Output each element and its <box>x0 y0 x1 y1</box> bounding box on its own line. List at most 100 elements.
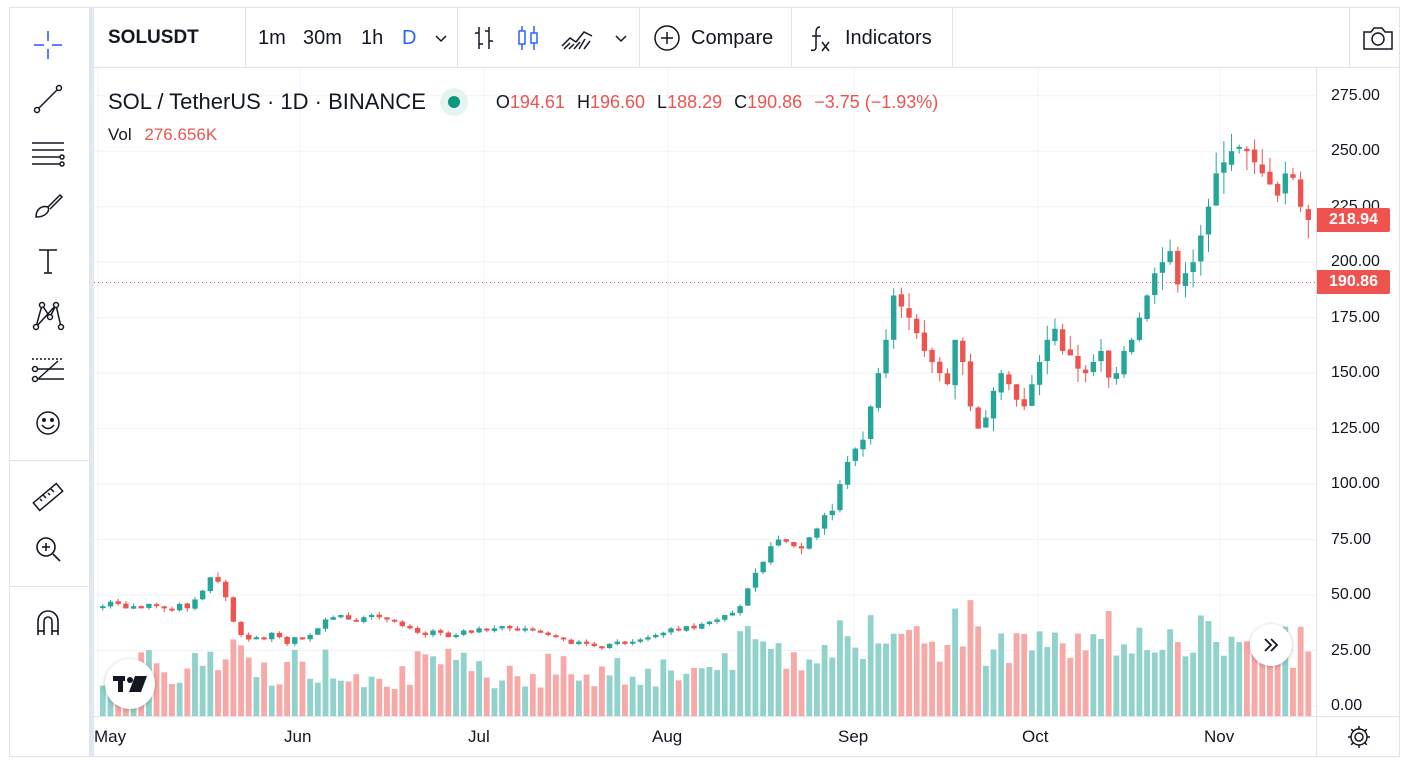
volume-bar <box>760 641 767 716</box>
candle-body <box>107 601 114 607</box>
candle-body <box>1021 399 1027 407</box>
volume-bar <box>215 670 221 716</box>
text-icon[interactable] <box>29 242 67 280</box>
candle-body <box>1159 262 1166 273</box>
trend-line-icon[interactable] <box>29 80 67 118</box>
candle-body <box>361 617 367 623</box>
price-tick-label: 275.00 <box>1331 86 1380 104</box>
candle-body <box>1244 148 1250 152</box>
candle-body <box>445 632 452 638</box>
bar-chart-type-icon[interactable] <box>470 18 498 58</box>
volume-bar <box>591 686 598 716</box>
volume-bar <box>1174 642 1181 716</box>
candle-body <box>975 407 981 429</box>
candle-body <box>676 628 682 631</box>
candle-body <box>399 621 405 627</box>
interval-1m[interactable]: 1m <box>258 26 286 49</box>
volume-bar <box>261 662 267 716</box>
brush-icon[interactable] <box>29 188 67 226</box>
candle-body <box>1121 350 1127 375</box>
candle-body <box>146 603 152 608</box>
volume-bar <box>353 674 360 716</box>
indicators-button[interactable]: Indicators <box>807 18 932 58</box>
volume-label: Vol <box>108 125 132 144</box>
candle-body <box>760 561 766 573</box>
candle-body <box>629 641 636 644</box>
chart-type-dropdown-chevron-icon[interactable] <box>612 18 630 58</box>
price-tick-label: 200.00 <box>1331 253 1380 271</box>
volume-bar <box>729 669 736 716</box>
snapshot-camera-icon[interactable] <box>1361 18 1395 58</box>
volume-bar <box>1113 655 1120 716</box>
volume-bar <box>752 639 759 716</box>
volume-bar <box>813 663 820 716</box>
candle-body <box>322 619 329 629</box>
candle-body <box>622 641 628 644</box>
candle-body <box>1175 250 1181 285</box>
tradingview-logo[interactable] <box>105 659 155 709</box>
chart-pane[interactable] <box>94 68 1316 716</box>
candle-body <box>115 601 121 604</box>
volume-bar <box>407 684 413 716</box>
volume-bar <box>230 639 237 716</box>
candle-body <box>683 626 690 631</box>
candle-body <box>476 628 482 633</box>
magnet-icon[interactable] <box>29 604 67 642</box>
volume-bar <box>1128 653 1135 716</box>
ruler-icon[interactable] <box>29 478 67 516</box>
interval-1h[interactable]: 1h <box>361 26 384 49</box>
volume-bar <box>775 643 782 716</box>
candle-body <box>1136 317 1143 340</box>
candle-body <box>292 637 298 644</box>
candle-body <box>207 577 214 592</box>
candle-body <box>1190 262 1196 272</box>
price-tick-label: 0.00 <box>1331 697 1363 714</box>
candle-body <box>860 439 866 450</box>
compare-button[interactable]: Compare <box>652 18 773 58</box>
symbol-title[interactable]: SOL / TetherUS · 1D · BINANCE <box>108 89 426 114</box>
chart-settings-gear-icon[interactable] <box>1316 716 1399 756</box>
candle-body <box>944 373 951 385</box>
zoom-in-icon[interactable] <box>29 530 67 568</box>
double-chevron-right-icon <box>1264 638 1279 652</box>
candle-body <box>1052 328 1058 342</box>
market-status-icon[interactable] <box>439 88 468 116</box>
last-price-tag: 190.86 <box>1317 270 1390 295</box>
volume-bar <box>307 678 314 716</box>
candle-body <box>883 339 889 374</box>
fib-retracement-icon[interactable] <box>29 134 67 172</box>
interval-30m[interactable]: 30m <box>303 26 342 49</box>
candle-body <box>583 641 590 644</box>
price-scale[interactable]: 275.00 250.00 225.00 200.00 175.00 150.00 125.… <box>1316 68 1399 716</box>
area-chart-type-icon[interactable] <box>560 18 594 58</box>
interval-d[interactable]: D <box>402 26 417 49</box>
emoji-icon[interactable] <box>29 404 67 442</box>
candle-body <box>660 632 667 636</box>
volume-bar <box>867 615 874 716</box>
candle-body <box>783 539 789 542</box>
candle-body <box>253 637 260 640</box>
volume-bar <box>1290 667 1296 716</box>
candle-body <box>1221 162 1227 173</box>
candle-body <box>775 539 782 546</box>
candle-body <box>1113 373 1120 379</box>
interval-dropdown-chevron-icon[interactable] <box>432 18 450 58</box>
volume-bar <box>529 674 536 716</box>
volume-bar <box>430 656 436 716</box>
symbol-search-button[interactable]: SOLUSDT <box>108 27 199 48</box>
candle-body <box>614 641 620 645</box>
scroll-to-realtime-button[interactable] <box>1250 624 1292 666</box>
candle-body <box>1090 362 1097 373</box>
candle-chart-type-icon[interactable] <box>514 18 542 58</box>
candle-body <box>560 637 567 640</box>
volume-bar <box>675 680 682 716</box>
pattern-icon[interactable] <box>29 296 67 334</box>
candle-body <box>1075 356 1081 369</box>
volume-bar <box>982 665 989 716</box>
prediction-icon[interactable] <box>29 350 67 388</box>
crosshair-icon[interactable] <box>29 26 67 64</box>
price-tick-label: 25.00 <box>1331 641 1372 659</box>
candle-body <box>161 606 167 609</box>
volume-bar <box>537 687 544 716</box>
time-scale[interactable]: May Jun Jul Aug Sep Oct Nov <box>94 716 1316 756</box>
